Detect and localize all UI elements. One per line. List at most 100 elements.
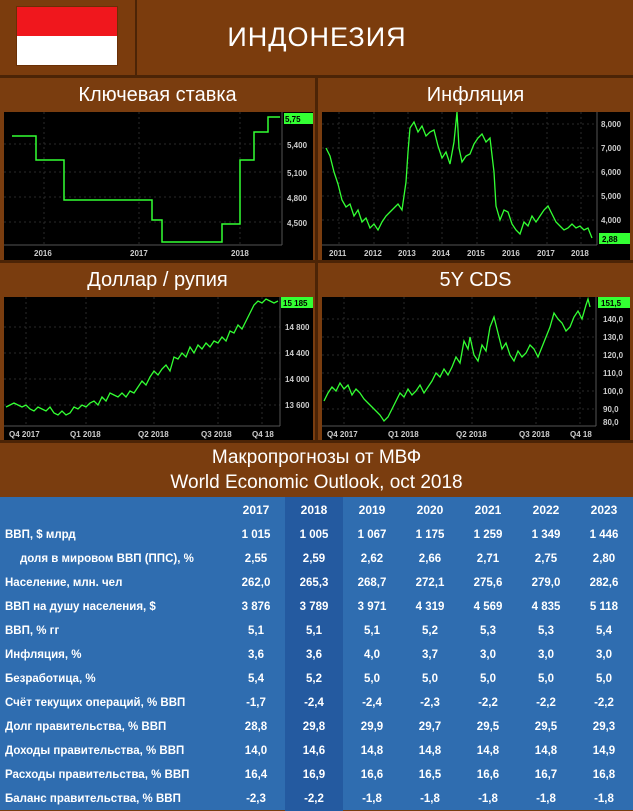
value-cell: -1,8 — [594, 793, 614, 805]
cds-chart: 151,5 140,0 130,0 120,0 110,0 100,0 90,0… — [322, 297, 630, 440]
value-cell: 2,75 — [534, 553, 558, 565]
value-cell: 16,9 — [285, 763, 343, 787]
usd-xtick: Q4 18 — [252, 430, 274, 439]
inflation-xtick: 2014 — [432, 249, 450, 258]
row-label: Счёт текущих операций, % ВВП — [5, 697, 186, 709]
value-cell: -2,2 — [536, 697, 556, 709]
value-cell: 282,6 — [589, 577, 619, 589]
value-cell: 16,7 — [534, 769, 558, 781]
cds-ytick: 90,0 — [603, 405, 619, 414]
value-cell: 268,7 — [357, 577, 387, 589]
inflation-ytick: 4,000 — [601, 216, 622, 225]
value-cell: 5 118 — [589, 601, 619, 613]
value-cell: 29,9 — [360, 721, 384, 733]
table-header-row: 2017 2018 2019 2020 2021 2022 2023 — [0, 497, 633, 523]
value-cell: 262,0 — [241, 577, 271, 589]
value-cell: 2,59 — [285, 547, 343, 571]
usd-xtick: Q2 2018 — [138, 430, 169, 439]
value-cell: 4 835 — [531, 601, 561, 613]
value-cell: 1 175 — [415, 529, 445, 541]
value-cell: 5,0 — [596, 673, 612, 685]
inflation-panel-title: Инфляция — [426, 83, 525, 106]
cds-ytick: 110,0 — [603, 369, 623, 378]
value-cell: 2,66 — [418, 553, 442, 565]
rate-last-value: 5,75 — [285, 115, 301, 124]
row-label: Расходы правительства, % ВВП — [5, 769, 190, 781]
value-cell: 16,8 — [592, 769, 616, 781]
value-cell: 3,0 — [596, 649, 612, 661]
row-label: ВВП, % гг — [5, 625, 60, 637]
row-label: Население, млн. чел — [5, 577, 123, 589]
table-row: Счёт текущих операций, % ВВП -1,7 -2,4 -2,4… — [0, 691, 633, 715]
value-cell: -1,8 — [362, 793, 382, 805]
value-cell: -2,2 — [594, 697, 614, 709]
value-cell: -2,3 — [420, 697, 440, 709]
inflation-ytick: 5,000 — [601, 192, 622, 201]
table-row: доля в мировом ВВП (ППС), % 2,55 2,59 2,62 2… — [0, 547, 633, 571]
value-cell: 29,5 — [476, 721, 500, 733]
cds-panel-title: 5Y CDS — [439, 268, 512, 291]
value-cell: 4,0 — [364, 649, 380, 661]
value-cell: 275,6 — [473, 577, 503, 589]
table-row: ВВП, $ млрд 1 015 1 005 1 067 1 175 1 259 1 34… — [0, 523, 633, 547]
value-cell: 5,1 — [364, 625, 380, 637]
value-cell: 2,80 — [592, 553, 616, 565]
rate-ytick: 4,800 — [287, 194, 308, 203]
usd-xtick: Q1 2018 — [70, 430, 101, 439]
value-cell: -1,8 — [536, 793, 556, 805]
country-title: ИНДОНЕЗИЯ — [227, 22, 407, 52]
cds-ytick: 120,0 — [603, 351, 624, 360]
inflation-ytick: 8,000 — [601, 120, 622, 129]
value-cell: 3,0 — [480, 649, 496, 661]
value-cell: 14,6 — [285, 739, 343, 763]
imf-forecast-table: 2017 2018 2019 2020 2021 2022 2023 ВВП, … — [0, 497, 633, 811]
value-cell: 3 971 — [357, 601, 387, 613]
value-cell: 14,8 — [418, 745, 442, 757]
inflation-xtick: 2016 — [502, 249, 520, 258]
cds-xtick: Q3 2018 — [519, 430, 550, 439]
value-cell: 5,1 — [248, 625, 264, 637]
rate-xtick: 2018 — [231, 249, 249, 258]
value-cell: -1,7 — [246, 697, 266, 709]
usd-xtick: Q4 2017 — [9, 430, 40, 439]
rate-xtick: 2016 — [34, 249, 52, 258]
value-cell: 14,8 — [360, 745, 384, 757]
rate-ytick: 5,400 — [287, 141, 308, 150]
cds-ytick: 100,0 — [603, 387, 624, 396]
value-cell: 3,6 — [285, 643, 343, 667]
value-cell: 3 789 — [285, 595, 343, 619]
row-label: ВВП, $ млрд — [5, 529, 76, 541]
value-cell: 14,8 — [476, 745, 500, 757]
table-row: Расходы правительства, % ВВП 16,4 16,9 16,6… — [0, 763, 633, 787]
cds-xtick: Q2 2018 — [456, 430, 487, 439]
inflation-xtick: 2017 — [537, 249, 555, 258]
value-cell: 5,0 — [480, 673, 496, 685]
rate-ytick: 5,100 — [287, 169, 308, 178]
inflation-xtick: 2012 — [364, 249, 382, 258]
value-cell: 5,1 — [285, 619, 343, 643]
cds-xtick: Q1 2018 — [388, 430, 419, 439]
value-cell: 279,0 — [531, 577, 561, 589]
value-cell: 29,8 — [285, 715, 343, 739]
table-row: ВВП, % гг 5,1 5,1 5,1 5,2 5,3 5,3 5,4 — [0, 619, 633, 643]
usd-xtick: Q3 2018 — [201, 430, 232, 439]
table-row: Население, млн. чел 262,0 265,3 268,7 272,1 2… — [0, 571, 633, 595]
cds-xtick: Q4 18 — [570, 430, 592, 439]
value-cell: 5,3 — [538, 625, 554, 637]
value-cell: -1,8 — [478, 793, 498, 805]
value-cell: 5,3 — [480, 625, 496, 637]
row-label: Доходы правительства, % ВВП — [5, 745, 185, 757]
header-label-cell — [0, 497, 227, 523]
cds-last-value: 151,5 — [601, 299, 622, 308]
inflation-last-value: 2,88 — [602, 235, 618, 244]
inflation-ytick: 6,000 — [601, 168, 622, 177]
value-cell: 272,1 — [415, 577, 445, 589]
value-cell: 29,7 — [418, 721, 442, 733]
value-cell: 5,0 — [364, 673, 380, 685]
year-header: 2020 — [416, 503, 444, 517]
year-header: 2023 — [590, 503, 618, 517]
value-cell: 29,3 — [592, 721, 616, 733]
table-row: Инфляция, % 3,6 3,6 4,0 3,7 3,0 3,0 3,0 — [0, 643, 633, 667]
row-label: ВВП на душу населения, $ — [5, 601, 156, 613]
value-cell: -1,8 — [420, 793, 440, 805]
